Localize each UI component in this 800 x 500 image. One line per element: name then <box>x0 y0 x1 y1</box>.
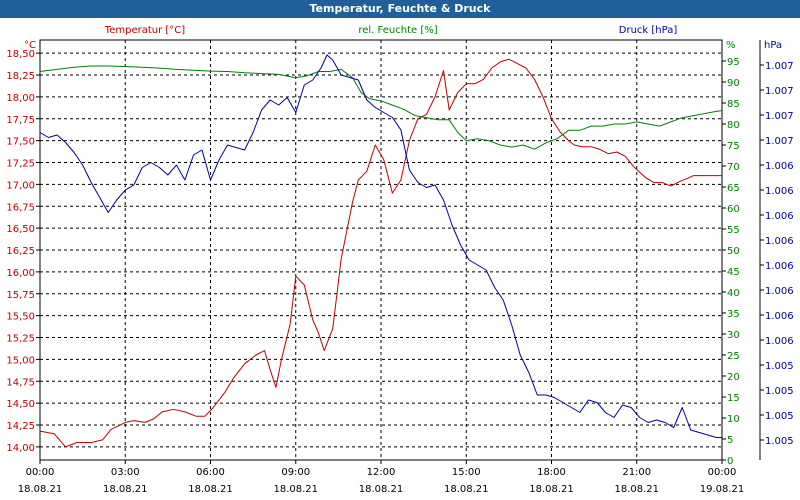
time-tick-label: 00:00 <box>26 467 55 478</box>
humidity-tick-label: 85 <box>727 99 740 110</box>
pressure-tick-label: 1.005 <box>765 436 794 447</box>
time-tick-label: 21:00 <box>622 467 651 478</box>
humidity-series-line <box>39 65 723 150</box>
time-tick-label: 18:00 <box>537 467 566 478</box>
humidity-tick-label: 90 <box>727 78 740 89</box>
date-tick-label: 18.08.21 <box>103 484 148 495</box>
humidity-axis: 0 5 10 15 20 25 30 35 40 45 50 55 60 65 70 75 80 85 90 95 <box>722 57 740 467</box>
temperature-tick-label: 14,75 <box>6 377 35 388</box>
humidity-tick-label: 5 <box>727 435 733 446</box>
date-tick-label: 18.08.21 <box>359 484 404 495</box>
pressure-tick-label: 1.007 <box>765 111 794 122</box>
humidity-tick-label: 55 <box>727 225 740 236</box>
chart-area: 14,00 14,25 14,50 14,75 15,00 15,25 15,50 15,75… <box>6 25 794 495</box>
time-tick-label: 12:00 <box>367 467 396 478</box>
humidity-axis-label: rel. Feuchte [%] <box>358 25 437 36</box>
temperature-tick-label: 15,50 <box>6 312 35 323</box>
date-tick-label: 18.08.21 <box>444 484 489 495</box>
time-tick-label: 06:00 <box>196 467 225 478</box>
window-title-bar: Temperatur, Feuchte & Druck <box>0 0 800 18</box>
pressure-unit: hPa <box>764 40 782 51</box>
date-tick-label: 19.08.21 <box>700 484 745 495</box>
humidity-tick-label: 15 <box>727 393 740 404</box>
humidity-tick-label: 95 <box>727 57 740 68</box>
temperature-tick-label: 17,25 <box>6 159 35 170</box>
temperature-tick-label: 16,00 <box>6 268 35 279</box>
temperature-tick-label: 15,25 <box>6 334 35 345</box>
series-lines <box>39 54 723 448</box>
humidity-tick-label: 20 <box>727 372 740 383</box>
pressure-tick-label: 1.006 <box>765 161 794 172</box>
humidity-tick-label: 70 <box>727 162 740 173</box>
humidity-tick-label: 50 <box>727 246 740 257</box>
pressure-tick-label: 1.006 <box>765 261 794 272</box>
pressure-tick-label: 1.006 <box>765 336 794 347</box>
temperature-axis-label: Temperatur [°C] <box>104 25 185 36</box>
date-tick-label: 18.08.21 <box>18 484 63 495</box>
time-axis: 00:00 18.08.21 03:00 18.08.21 06:00 18.08.21 0… <box>18 460 745 495</box>
temperature-tick-label: 16,50 <box>6 224 35 235</box>
temperature-tick-label: 14,00 <box>6 443 35 454</box>
humidity-tick-label: 25 <box>727 351 740 362</box>
humidity-tick-label: 60 <box>727 204 740 215</box>
pressure-axis: 1.005 1.005 1.005 1.005 1.006 1.006 1.006 1.006… <box>759 40 794 460</box>
humidity-tick-label: 75 <box>727 141 740 152</box>
pressure-tick-label: 1.006 <box>765 311 794 322</box>
grid-lines <box>40 40 722 460</box>
pressure-tick-label: 1.006 <box>765 236 794 247</box>
temperature-tick-label: 15,00 <box>6 355 35 366</box>
temperature-tick-label: 18,25 <box>6 71 35 82</box>
pressure-tick-label: 1.007 <box>765 61 794 72</box>
pressure-tick-label: 1.006 <box>765 211 794 222</box>
pressure-tick-label: 1.005 <box>765 386 794 397</box>
temperature-tick-label: 16,25 <box>6 246 35 257</box>
humidity-tick-label: 30 <box>727 330 740 341</box>
temperature-tick-label: 18,00 <box>6 93 35 104</box>
time-tick-label: 09:00 <box>281 467 310 478</box>
humidity-unit: % <box>726 40 736 51</box>
humidity-tick-label: 10 <box>727 414 740 425</box>
temperature-tick-label: 15,75 <box>6 290 35 301</box>
temperature-tick-label: 17,75 <box>6 115 35 126</box>
temperature-tick-label: 14,50 <box>6 399 35 410</box>
pressure-tick-label: 1.007 <box>765 136 794 147</box>
window-title: Temperatur, Feuchte & Druck <box>309 2 491 15</box>
temperature-tick-label: 16,75 <box>6 202 35 213</box>
temperature-axis: 14,00 14,25 14,50 14,75 15,00 15,25 15,50 15,75… <box>6 49 40 454</box>
time-tick-label: 00:00 <box>708 467 737 478</box>
humidity-tick-label: 0 <box>727 456 733 467</box>
humidity-tick-label: 45 <box>727 267 740 278</box>
time-tick-label: 03:00 <box>111 467 140 478</box>
temperature-tick-label: 17,00 <box>6 180 35 191</box>
humidity-tick-label: 40 <box>727 288 740 299</box>
date-tick-label: 18.08.21 <box>188 484 233 495</box>
date-tick-label: 18.08.21 <box>614 484 659 495</box>
temperature-series-line <box>39 58 722 448</box>
humidity-tick-label: 35 <box>727 309 740 320</box>
temperature-tick-label: 17,50 <box>6 137 35 148</box>
humidity-tick-label: 65 <box>727 183 740 194</box>
pressure-tick-label: 1.005 <box>765 361 794 372</box>
time-tick-label: 15:00 <box>452 467 481 478</box>
pressure-series-line <box>39 54 722 438</box>
temperature-tick-label: 14,25 <box>6 421 35 432</box>
date-tick-label: 18.08.21 <box>529 484 574 495</box>
pressure-tick-label: 1.006 <box>765 186 794 197</box>
pressure-axis-label: Druck [hPa] <box>619 25 678 36</box>
temperature-tick-label: 18,50 <box>6 49 35 60</box>
date-tick-label: 18.08.21 <box>273 484 318 495</box>
pressure-tick-label: 1.007 <box>765 86 794 97</box>
pressure-tick-label: 1.006 <box>765 286 794 297</box>
humidity-tick-label: 80 <box>727 120 740 131</box>
temperature-unit: °C <box>24 40 36 51</box>
pressure-tick-label: 1.005 <box>765 411 794 422</box>
